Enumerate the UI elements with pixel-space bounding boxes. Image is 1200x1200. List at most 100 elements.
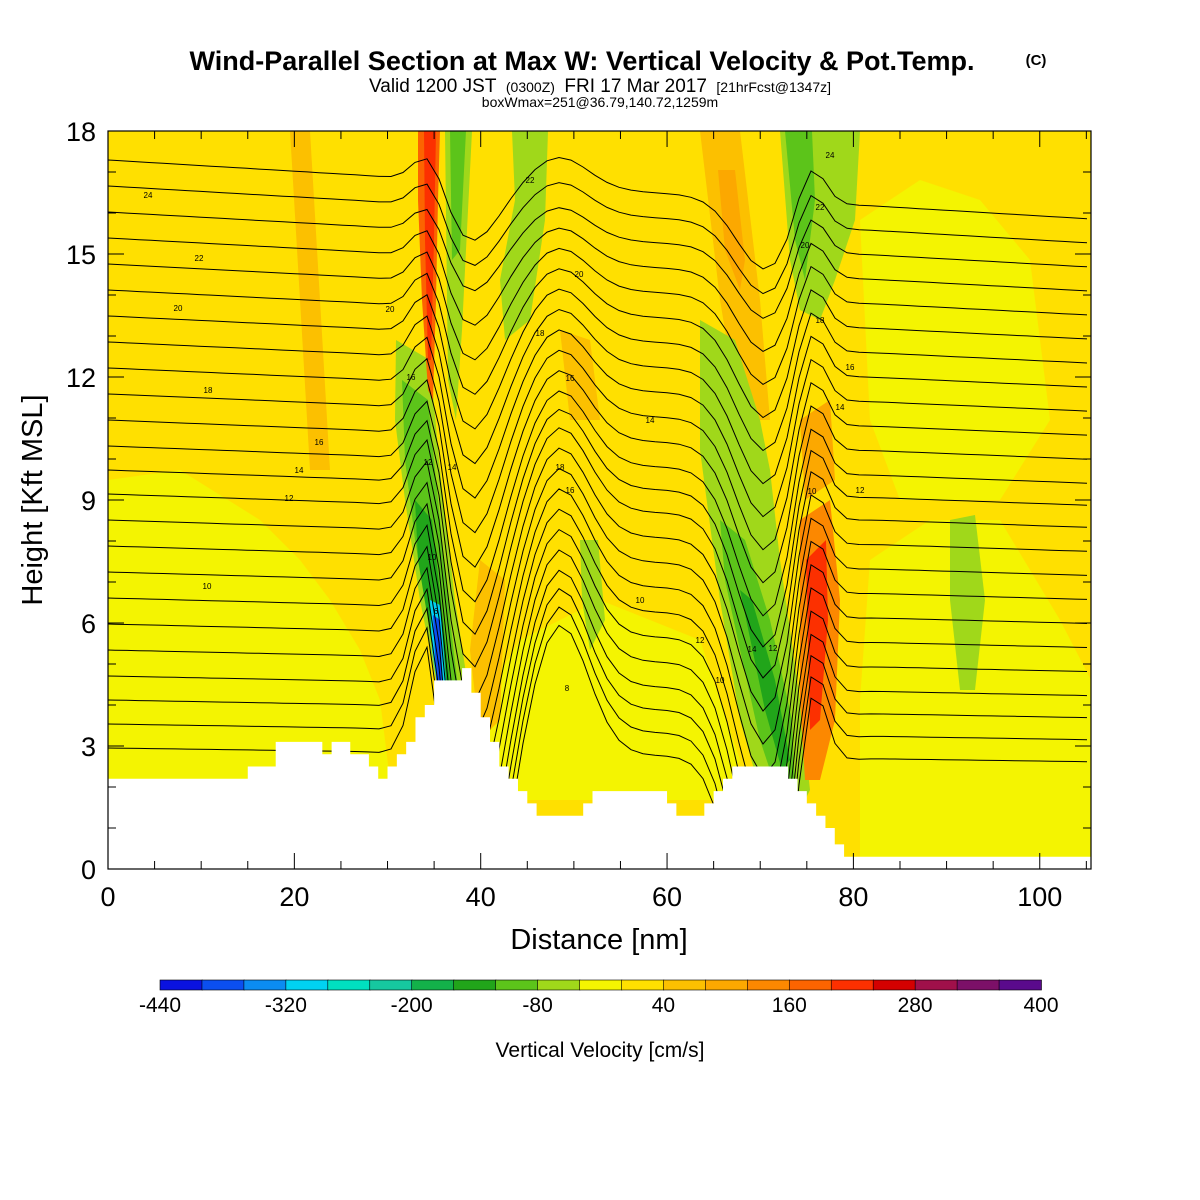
colorbar-swatch	[705, 979, 749, 991]
theta-contour	[108, 467, 1088, 745]
info-line: boxWmax=251@36.79,140.72,1259m	[482, 94, 718, 110]
x-axis-title: Distance [nm]	[510, 924, 687, 956]
colorbar-tick-label: -200	[391, 994, 433, 1017]
updraft-core-1	[424, 131, 436, 360]
contour-label: 12	[856, 486, 865, 495]
subtitle-utc: (0300Z)	[506, 79, 555, 95]
theta-contour	[108, 156, 1088, 270]
theta-contour	[108, 447, 1088, 712]
green-tongue-4	[950, 515, 985, 690]
contour-label: 10	[716, 676, 725, 685]
colorbar-swatch	[621, 979, 665, 991]
x-tick-label: 60	[652, 882, 682, 912]
contour-labels: 24 22 20 18 16 14 12 10 8 6 10 12 16 14 20 18 16 14 22 20 18…	[144, 151, 865, 693]
contour-label: 16	[315, 438, 324, 447]
green-upper-2b	[785, 131, 815, 280]
colorbar-tick-label: 400	[1023, 994, 1058, 1017]
colorbar-swatch	[285, 979, 329, 991]
colorbar-swatch	[914, 979, 958, 991]
contour-label: 14	[836, 403, 845, 412]
theta-contour	[108, 508, 1088, 812]
updraft-upper-2	[800, 400, 835, 500]
theta-contour	[108, 247, 1088, 386]
subtitle-forecast: [21hrFcst@1347z]	[716, 79, 831, 95]
y-tick-label: 12	[66, 363, 96, 393]
theta-contour	[108, 288, 1088, 452]
contour-label: 20	[575, 270, 584, 279]
colorbar-swatch	[327, 979, 371, 991]
theta-contour	[108, 588, 1088, 869]
green-tongue-3	[580, 540, 605, 650]
contour-label: 18	[556, 463, 565, 472]
colorbar-swatch	[663, 979, 707, 991]
y-axis: 0 3 6 9 12 15 18	[66, 117, 1091, 885]
colorbar-swatch	[537, 979, 581, 991]
colorbar-tick-label: -80	[522, 994, 552, 1017]
colorbar-swatch	[998, 979, 1042, 991]
theta-contour	[108, 268, 1088, 419]
contour-label: 10	[203, 582, 212, 591]
theta-contour	[108, 227, 1088, 352]
band-yellow-plateau	[470, 600, 740, 800]
contour-label: 16	[846, 363, 855, 372]
contour-label: 10	[808, 487, 817, 496]
chart-title: Wind-Parallel Section at Max W: Vertical…	[190, 46, 975, 76]
contour-label: 22	[195, 254, 204, 263]
theta-contour	[108, 370, 1088, 584]
y-tick-label: 9	[81, 486, 96, 516]
theta-contour	[108, 606, 1088, 869]
x-tick-label: 20	[279, 882, 309, 912]
downdraft-core-2b	[740, 590, 790, 770]
colorbar-swatch	[159, 979, 203, 991]
colorbar-swatch	[201, 979, 245, 991]
green-tongue-1b	[450, 131, 466, 260]
contour-label: 24	[144, 191, 153, 200]
contour-label: 6	[434, 607, 439, 616]
contour-label: 16	[407, 373, 416, 382]
contour-label: 20	[174, 304, 183, 313]
theta-contour	[108, 549, 1088, 869]
green-tongue-2	[500, 131, 548, 340]
colorbar-swatch	[495, 979, 539, 991]
x-axis: 0 20 40 60 80 100	[100, 131, 1087, 912]
streak-orange-4	[560, 330, 600, 420]
contour-label: 20	[801, 241, 810, 250]
contour-label: 12	[696, 636, 705, 645]
colorbar-tick-label: -440	[139, 994, 181, 1017]
terrain	[108, 668, 1091, 869]
y-tick-label: 0	[81, 855, 96, 885]
colorbar-title: Vertical Velocity [cm/s]	[496, 1039, 705, 1062]
theta-contour	[108, 308, 1088, 485]
theta-contour	[108, 427, 1088, 679]
contour-label: 12	[285, 494, 294, 503]
colorbar-swatch	[411, 979, 455, 991]
colorbar-swatch	[243, 979, 287, 991]
colorbar-swatch	[453, 979, 497, 991]
colorbar-swatch	[788, 979, 833, 991]
y-tick-label: 3	[81, 732, 96, 762]
theta-contour	[108, 390, 1088, 617]
colorbar-swatch	[830, 979, 874, 991]
colorbar-swatch	[956, 979, 1000, 991]
contour-label: 12	[424, 458, 433, 467]
theta-contour	[108, 528, 1088, 845]
contour-label: 18	[816, 316, 825, 325]
colorbar-swatch	[369, 979, 413, 991]
subtitle-date: FRI 17 Mar 2017	[564, 76, 707, 97]
colorbar-swatch	[872, 979, 916, 991]
colorbar-swatch	[747, 979, 791, 991]
theta-contour	[108, 207, 1088, 319]
theta-contour	[108, 488, 1088, 778]
subtitle-valid: Valid 1200 JST	[369, 76, 497, 97]
colorbar-tick-label: 40	[652, 994, 675, 1017]
colorbar-tick-label: 160	[772, 994, 807, 1017]
contour-label: 18	[536, 329, 545, 338]
theta-contour	[108, 349, 1088, 551]
contour-label: 20	[386, 305, 395, 314]
band-yellow-upper-east	[860, 180, 1050, 500]
y-tick-label: 6	[81, 609, 96, 639]
theta-contour	[108, 329, 1088, 518]
contour-label: 14	[448, 463, 457, 472]
contour-label: 14	[646, 416, 655, 425]
contour-label: 10	[428, 553, 437, 562]
